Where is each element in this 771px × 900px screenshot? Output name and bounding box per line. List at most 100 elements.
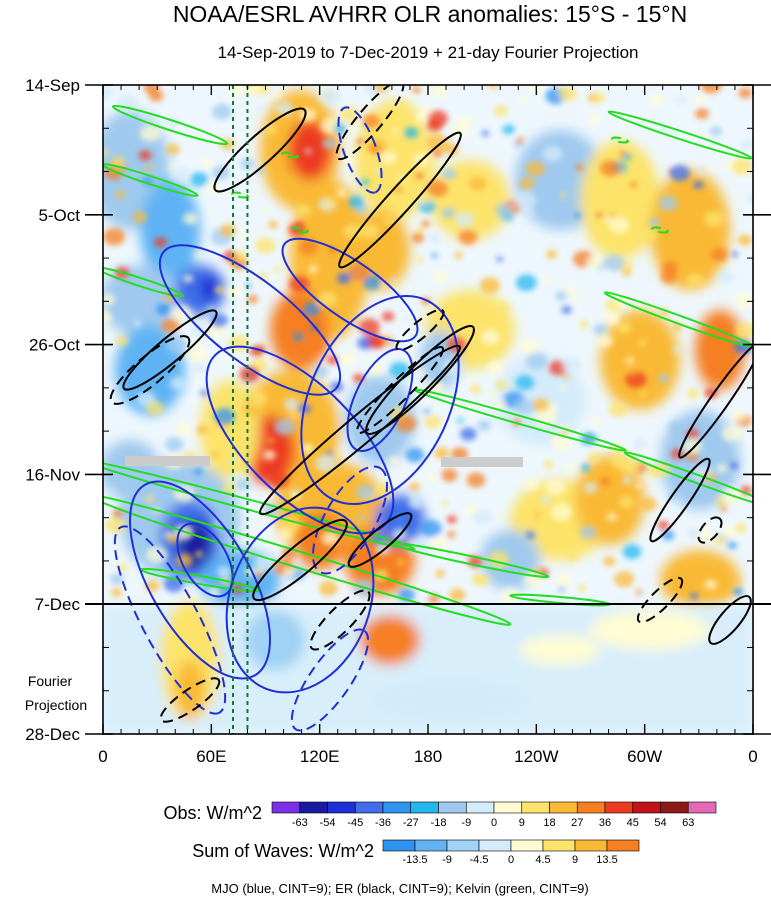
projection-label-line1: Fourier bbox=[28, 673, 73, 689]
mjo-contour bbox=[225, 506, 375, 694]
anomaly-speckle-cell bbox=[635, 482, 642, 489]
obs-colorbar-tick-label: -63 bbox=[292, 817, 308, 829]
anomaly-speckle-cell bbox=[528, 85, 543, 93]
anomaly-speckle-cell bbox=[673, 346, 682, 354]
anomaly-speckle-cell bbox=[296, 204, 311, 216]
waves-colorbar-label: Sum of Waves: W/m^2 bbox=[192, 841, 374, 861]
mjo-contour bbox=[176, 522, 234, 598]
anomaly-speckle-cell bbox=[373, 483, 394, 500]
kelvin-contour bbox=[623, 451, 753, 509]
anomaly-speckle-cell bbox=[545, 479, 566, 496]
anomaly-speckle-cell bbox=[599, 477, 611, 486]
anomaly-speckle-cell bbox=[481, 329, 500, 345]
anomaly-speckle-cell bbox=[660, 270, 677, 284]
anomaly-speckle-cell bbox=[519, 177, 535, 190]
anomaly-speckle-cell bbox=[596, 212, 603, 218]
anomaly-speckle-cell bbox=[714, 497, 726, 507]
anomaly-speckle-cell bbox=[186, 345, 208, 363]
anomaly-speckle-cell bbox=[381, 311, 395, 322]
anomaly-speckle-cell bbox=[237, 230, 249, 240]
anomaly-speckle-cell bbox=[638, 339, 647, 347]
anomaly-speckle-cell bbox=[348, 195, 364, 209]
anomaly-speckle-cell bbox=[593, 323, 608, 336]
anomaly-speckle-cell bbox=[704, 387, 718, 399]
waves-colorbar-swatch bbox=[446, 839, 480, 852]
anomaly-speckle-cell bbox=[704, 210, 725, 227]
anomaly-blob bbox=[140, 180, 200, 280]
obs-colorbar-tick-label: 18 bbox=[543, 817, 555, 829]
anomaly-speckle-cell bbox=[603, 556, 616, 567]
anomaly-speckle-cell bbox=[454, 211, 475, 228]
obs-colorbar-tick-label: -45 bbox=[347, 817, 363, 829]
kelvin-dash bbox=[291, 226, 309, 234]
anomaly-speckle-cell bbox=[458, 229, 478, 245]
anomaly-speckle-cell bbox=[201, 157, 213, 167]
mjo-dashed-contour bbox=[312, 465, 388, 575]
anomaly-speckle-cell bbox=[555, 574, 572, 587]
anomaly-speckle-cell bbox=[388, 456, 400, 465]
anomaly-speckle-cell bbox=[592, 486, 607, 498]
anomaly-speckle-cell bbox=[426, 473, 438, 483]
anomaly-speckle-cell bbox=[515, 274, 537, 292]
anomaly-speckle-cell bbox=[622, 544, 642, 560]
anomaly-speckle-cell bbox=[165, 336, 187, 353]
waves-colorbar-swatch bbox=[510, 839, 544, 852]
x-tick-label: 0 bbox=[98, 747, 107, 766]
anomaly-speckle-cell bbox=[617, 322, 632, 334]
anomaly-speckle-cell bbox=[495, 380, 508, 390]
anomaly-speckle-cell bbox=[189, 172, 209, 187]
anomaly-speckle-cell bbox=[738, 87, 752, 99]
anomaly-speckle-cell bbox=[145, 165, 153, 172]
anomaly-speckle-cell bbox=[283, 567, 296, 577]
anomaly-speckle-cell bbox=[580, 525, 597, 540]
anomaly-speckle-cell bbox=[671, 448, 685, 460]
mjo-dashed-contour bbox=[113, 525, 227, 715]
anomaly-speckle-cell bbox=[380, 151, 397, 165]
anomaly-speckle-cell bbox=[579, 320, 589, 329]
anomaly-speckle-cell bbox=[362, 275, 382, 290]
anomaly-speckle-cell bbox=[608, 217, 630, 234]
anomaly-speckle-cell bbox=[625, 371, 647, 388]
anomaly-speckle-cell bbox=[562, 373, 570, 380]
obs-colorbar-label: Obs: W/m^2 bbox=[164, 803, 262, 823]
anomaly-speckle-cell bbox=[441, 207, 456, 219]
anomaly-speckle-cell bbox=[581, 463, 591, 472]
anomaly-speckle-cell bbox=[496, 256, 504, 262]
anomaly-speckle-cell bbox=[495, 203, 514, 219]
anomaly-speckle-cell bbox=[596, 334, 614, 348]
anomaly-speckle-cell bbox=[734, 578, 741, 584]
anomaly-speckle-cell bbox=[456, 417, 464, 424]
anomaly-speckle-cell bbox=[169, 376, 186, 390]
anomaly-speckle-cell bbox=[217, 566, 232, 578]
anomaly-speckle-cell bbox=[737, 234, 753, 246]
obs-colorbar-swatch bbox=[604, 801, 634, 814]
anomaly-speckle-cell bbox=[614, 571, 635, 588]
anomaly-speckle-cell bbox=[409, 489, 421, 500]
anomaly-speckle-cell bbox=[546, 249, 558, 259]
anomaly-speckle-cell bbox=[689, 592, 699, 600]
waves-colorbar-tick-label: 13.5 bbox=[596, 854, 617, 866]
anomaly-speckle-cell bbox=[588, 114, 602, 125]
anomaly-speckle-cell bbox=[435, 569, 445, 578]
anomaly-speckle-cell bbox=[340, 351, 357, 365]
waves-colorbar-tick-label: -4.5 bbox=[470, 854, 489, 866]
anomaly-speckle-cell bbox=[356, 138, 364, 144]
anomaly-speckle-cell bbox=[267, 437, 275, 444]
anomaly-speckle-cell bbox=[299, 108, 317, 122]
mjo-contour bbox=[300, 295, 460, 505]
er-dashed-contour bbox=[395, 308, 445, 352]
anomaly-speckle-cell bbox=[389, 361, 410, 379]
anomaly-speckle-cell bbox=[260, 207, 268, 214]
y-tick-label: 7-Dec bbox=[35, 595, 81, 614]
anomaly-speckle-cell bbox=[267, 220, 279, 229]
obs-colorbar-tick-label: -27 bbox=[403, 817, 419, 829]
anomaly-speckle-cell bbox=[210, 313, 228, 328]
anomaly-speckle-cell bbox=[729, 462, 739, 470]
er-contour bbox=[708, 595, 752, 645]
anomaly-speckle-cell bbox=[471, 573, 486, 585]
x-tick-label: 180 bbox=[414, 747, 442, 766]
obs-colorbar-tick-label: -18 bbox=[431, 817, 447, 829]
anomaly-speckle-cell bbox=[117, 563, 128, 572]
anomaly-speckle-cell bbox=[103, 183, 113, 197]
anomaly-speckle-cell bbox=[355, 484, 375, 500]
